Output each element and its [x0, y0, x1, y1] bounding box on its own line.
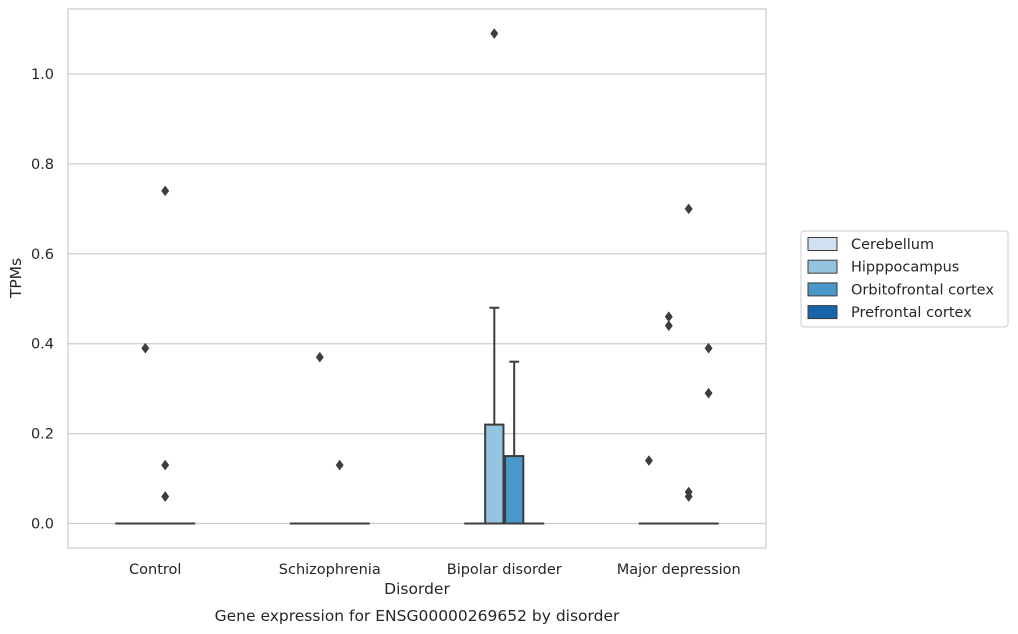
legend-entry: Cerebellum — [807, 237, 934, 253]
box-marks — [115, 28, 719, 525]
box-group — [155, 185, 176, 525]
x-axis-label: Disorder — [384, 580, 450, 598]
legend-swatch — [807, 237, 838, 251]
box-group — [504, 360, 525, 525]
outlier-point — [684, 491, 693, 502]
box-group — [329, 459, 350, 525]
legend-frame — [800, 230, 1009, 328]
legend-label: Prefrontal cortex — [851, 305, 972, 321]
box — [504, 455, 525, 525]
x-tick-label: Schizophrenia — [279, 562, 381, 578]
outlier-point — [161, 185, 170, 197]
outlier-point — [704, 342, 713, 354]
legend: Cerebellum Hipppocampus Orbitofrontal cort… — [800, 230, 1009, 328]
legend-swatch — [807, 282, 838, 297]
box-group — [638, 455, 660, 525]
y-axis-label: TPMs — [7, 258, 25, 299]
y-tick-label: 0.4 — [31, 337, 54, 353]
legend-swatch — [807, 259, 838, 274]
outlier-point — [161, 459, 170, 471]
x-tick-labels: Control Schizophrenia Bipolar disorder Majo… — [129, 562, 741, 578]
y-tick-label: 1.0 — [31, 67, 54, 83]
y-tick-labels: 0.0 0.2 0.4 0.6 0.8 1.0 — [31, 67, 54, 533]
outlier-point — [335, 459, 344, 471]
y-tick-label: 0.6 — [31, 247, 54, 263]
outlier-point — [490, 28, 499, 39]
x-tick-label: Major depression — [617, 562, 741, 578]
plot-frame — [67, 8, 767, 549]
legend-entry: Prefrontal cortex — [807, 305, 972, 321]
y-tick-label: 0.8 — [31, 157, 54, 173]
box-group — [678, 203, 699, 525]
outlier-point — [161, 491, 170, 502]
y-tick-label: 0.0 — [31, 517, 54, 533]
box-group — [658, 311, 679, 525]
outlier-point — [315, 351, 324, 363]
outlier-point — [141, 342, 150, 354]
legend-entry: Hipppocampus — [807, 259, 959, 276]
outlier-point — [664, 320, 673, 332]
plot-background — [68, 9, 766, 548]
box-group — [135, 342, 156, 525]
legend-entry: Orbitofrontal cortex — [807, 282, 994, 298]
x-tick-label: Control — [129, 562, 181, 578]
legend-label: Orbitofrontal cortex — [851, 282, 994, 298]
box-group — [484, 28, 505, 525]
outlier-point — [684, 203, 693, 215]
legend-label: Hipppocampus — [851, 260, 959, 276]
legend-swatch — [807, 305, 838, 320]
box-group — [309, 351, 330, 525]
box-group — [698, 342, 719, 525]
outlier-point — [704, 387, 713, 399]
x-tick-label: Bipolar disorder — [447, 562, 562, 578]
outlier-point — [644, 455, 653, 466]
box — [484, 423, 505, 525]
chart-title: Gene expression for ENSG00000269652 by d… — [215, 607, 620, 625]
legend-label: Cerebellum — [851, 237, 934, 253]
y-tick-label: 0.2 — [31, 427, 54, 443]
